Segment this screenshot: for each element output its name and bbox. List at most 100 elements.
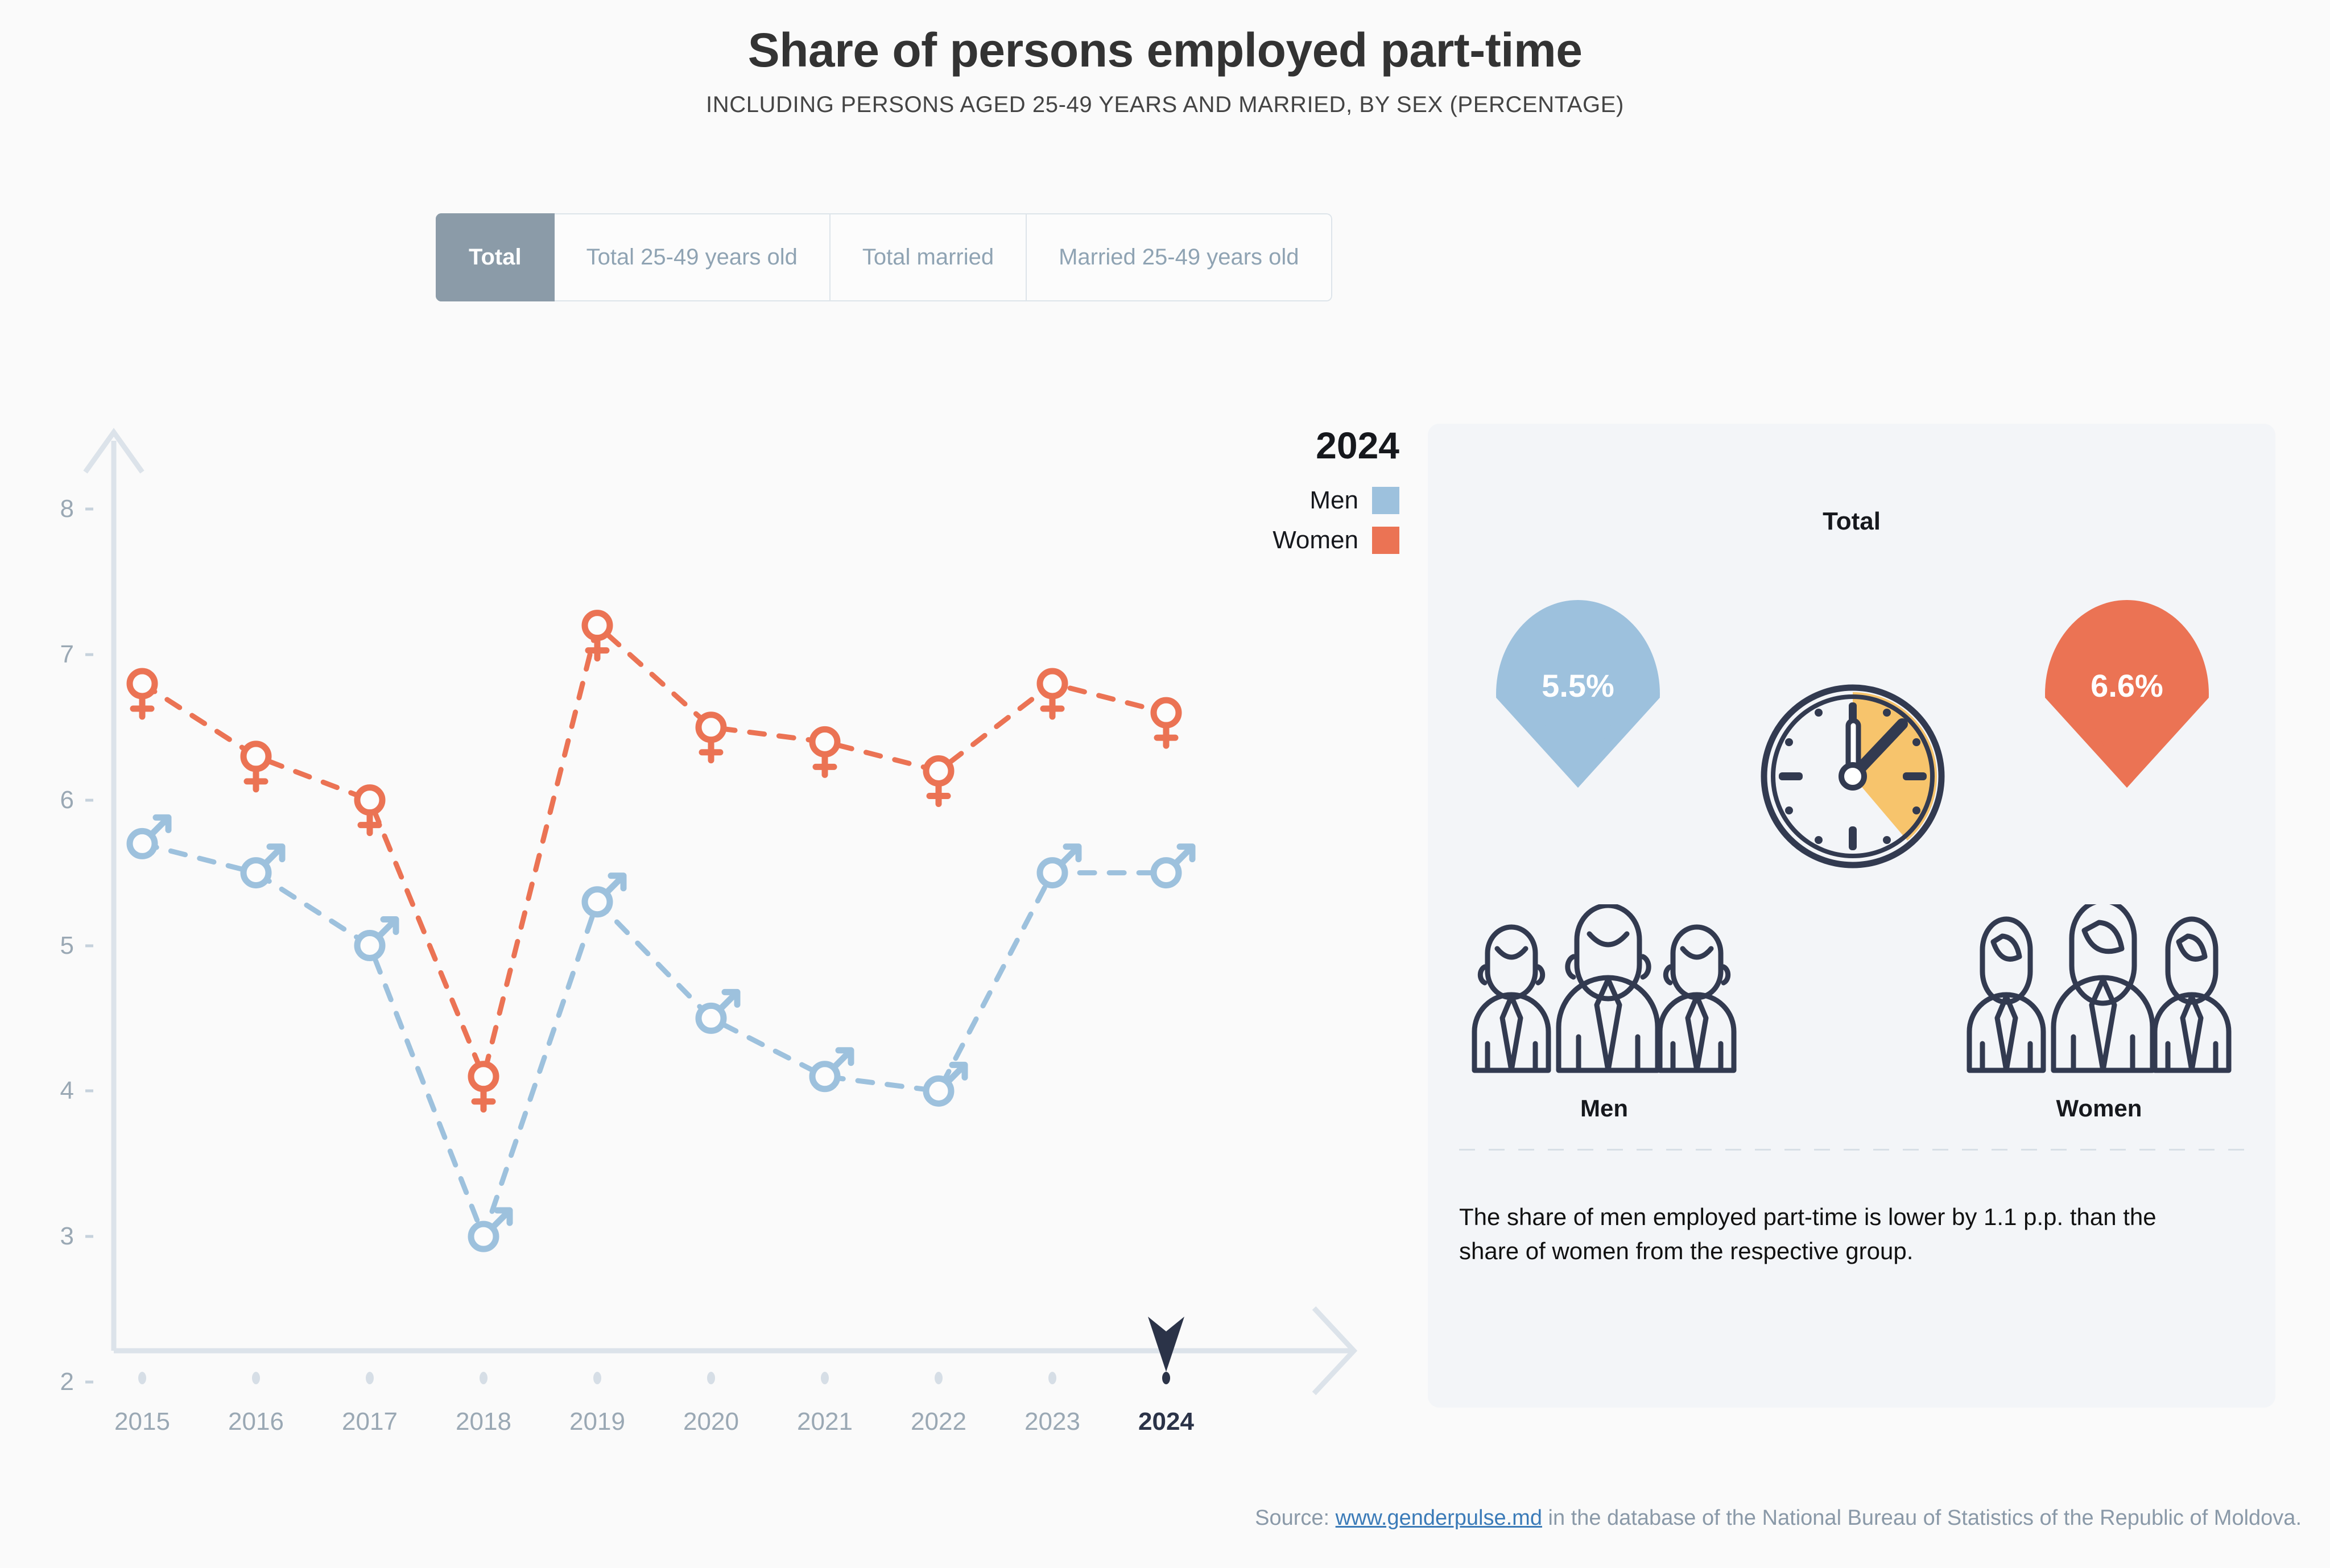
x-axis-tick-dot — [1162, 1372, 1170, 1384]
data-point-women-2015[interactable] — [126, 668, 158, 720]
data-point-men-2016[interactable] — [240, 843, 286, 889]
x-axis-tick-label-2019[interactable]: 2019 — [569, 1408, 625, 1435]
chart-plot — [83, 428, 1358, 1396]
data-point-men-2015[interactable] — [126, 814, 172, 859]
x-axis-tick-label-2017[interactable]: 2017 — [342, 1408, 398, 1435]
source-footer: Source: www.genderpulse.md in the databa… — [0, 1506, 2330, 1530]
y-axis-tick — [85, 1089, 93, 1093]
legend-label-women: Women — [1273, 526, 1358, 554]
x-axis-tick-dot — [252, 1372, 260, 1384]
x-axis-tick-dot — [1048, 1372, 1056, 1384]
clock-icon — [1761, 684, 1945, 868]
y-axis-tick-label: 8 — [60, 495, 74, 523]
data-point-women-2019[interactable] — [581, 610, 613, 662]
line-chart: 2 3 4 5 6 7 8 2015 2016 2017 2018 2019 2020 2021 2022… — [0, 398, 1394, 1479]
data-point-women-2020[interactable] — [695, 711, 727, 764]
data-point-women-2017[interactable] — [354, 784, 386, 837]
x-axis-tick-dot — [480, 1372, 488, 1384]
y-axis-tick — [85, 653, 93, 656]
panel-divider — [1459, 1149, 2244, 1151]
legend-year: 2024 — [1316, 424, 1399, 466]
pin-women-shape: 6.6% — [2045, 600, 2209, 788]
data-point-women-2022[interactable] — [923, 755, 955, 807]
x-axis-tick-label-2020[interactable]: 2020 — [683, 1408, 739, 1435]
x-axis-tick-dot — [366, 1372, 374, 1384]
tab-total[interactable]: Total — [436, 213, 555, 301]
source-suffix: in the database of the National Bureau o… — [1542, 1506, 2302, 1530]
chart-legend: 2024 Men Women — [1189, 424, 1399, 557]
x-axis-tick-label-2024[interactable]: 2024 — [1138, 1408, 1194, 1435]
data-point-women-2016[interactable] — [240, 740, 272, 793]
data-point-women-2021[interactable] — [809, 726, 841, 778]
pin-men-tip — [1535, 703, 1621, 788]
pin-women: 6.6% — [2045, 600, 2209, 788]
x-axis-tick-label-2015[interactable]: 2015 — [114, 1408, 170, 1435]
people-men-group: Men — [1462, 903, 1746, 1122]
page-title: Share of persons employed part-time — [747, 23, 1583, 77]
x-axis-tick-label-2022[interactable]: 2022 — [911, 1408, 966, 1435]
data-point-women-2024[interactable] — [1150, 697, 1182, 749]
series-line-men — [139, 841, 1169, 1244]
pin-women-value: 6.6% — [2091, 668, 2163, 704]
three-persons-icon — [1472, 903, 1737, 1073]
x-axis-tick-dot — [707, 1372, 715, 1384]
series-line-women — [139, 620, 1169, 1085]
tab-bar: Total Total 25-49 years old Total married M… — [436, 213, 1332, 301]
data-point-men-2018[interactable] — [468, 1207, 513, 1252]
y-axis-tick-label: 7 — [60, 640, 74, 668]
y-axis-arrowhead — [83, 428, 144, 474]
x-axis-tick-label-2018[interactable]: 2018 — [456, 1408, 511, 1435]
pin-men-shape: 5.5% — [1496, 600, 1660, 788]
people-women-group: Women — [1957, 898, 2241, 1122]
data-point-men-2021[interactable] — [809, 1047, 854, 1093]
y-axis-tick — [85, 507, 93, 511]
summary-panel: Total 5.5% 6.6% — [1428, 424, 2275, 1408]
legend-swatch-men — [1372, 487, 1399, 514]
tab-total-married[interactable]: Total married — [830, 213, 1027, 301]
y-axis-tick-label: 4 — [60, 1077, 74, 1105]
y-axis-tick — [85, 799, 93, 802]
source-prefix: Source: — [1255, 1506, 1336, 1530]
x-axis-tick-label-2023[interactable]: 2023 — [1024, 1408, 1080, 1435]
x-axis-tick-dot — [935, 1372, 943, 1384]
pin-men-value: 5.5% — [1542, 668, 1614, 704]
data-point-men-2023[interactable] — [1036, 843, 1082, 889]
y-axis-tick-label: 5 — [60, 931, 74, 959]
tab-total-25-49-years-old[interactable]: Total 25-49 years old — [554, 213, 831, 301]
y-axis-tick — [85, 1235, 93, 1238]
y-axis-tick-label: 2 — [60, 1368, 74, 1396]
y-axis-tick-label: 3 — [60, 1222, 74, 1251]
x-axis-tick-label-2021[interactable]: 2021 — [797, 1408, 853, 1435]
legend-swatch-women — [1372, 527, 1399, 554]
pin-men: 5.5% — [1496, 600, 1660, 788]
pin-women-tip — [2084, 703, 2170, 788]
page-subtitle: INCLUDING PERSONS AGED 25-49 YEARS AND M… — [706, 92, 1624, 117]
x-axis-tick-dot — [593, 1372, 601, 1384]
x-axis-arrowhead — [1312, 1306, 1358, 1396]
y-axis-tick-label: 6 — [60, 785, 74, 814]
y-axis-tick — [85, 1380, 93, 1384]
source-link[interactable]: www.genderpulse.md — [1335, 1506, 1542, 1530]
y-axis-tick — [85, 944, 93, 947]
panel-note: The share of men employed part-time is l… — [1459, 1203, 2157, 1264]
legend-item-women: Women — [1189, 524, 1399, 557]
people-men-label: Men — [1580, 1095, 1628, 1122]
panel-title: Total — [1823, 507, 1881, 535]
legend-label-men: Men — [1309, 486, 1358, 514]
legend-item-men: Men — [1189, 484, 1399, 517]
data-point-men-2019[interactable] — [581, 872, 627, 918]
selected-year-pointer — [1148, 1317, 1184, 1372]
data-point-men-2017[interactable] — [354, 916, 399, 961]
three-persons-icon — [1967, 898, 2232, 1073]
people-women-label: Women — [2056, 1095, 2142, 1122]
data-point-men-2022[interactable] — [923, 1061, 968, 1107]
x-axis-tick-label-2016[interactable]: 2016 — [228, 1408, 284, 1435]
x-axis-tick-dot — [138, 1372, 146, 1384]
tab-married-25-49-years-old[interactable]: Married 25-49 years old — [1027, 213, 1332, 301]
data-point-men-2024[interactable] — [1150, 843, 1196, 889]
data-point-women-2023[interactable] — [1036, 668, 1068, 720]
x-axis-tick-dot — [821, 1372, 829, 1384]
data-point-men-2020[interactable] — [695, 988, 741, 1034]
data-point-women-2018[interactable] — [468, 1061, 499, 1113]
y-axis: 2 3 4 5 6 7 8 — [0, 398, 74, 1479]
